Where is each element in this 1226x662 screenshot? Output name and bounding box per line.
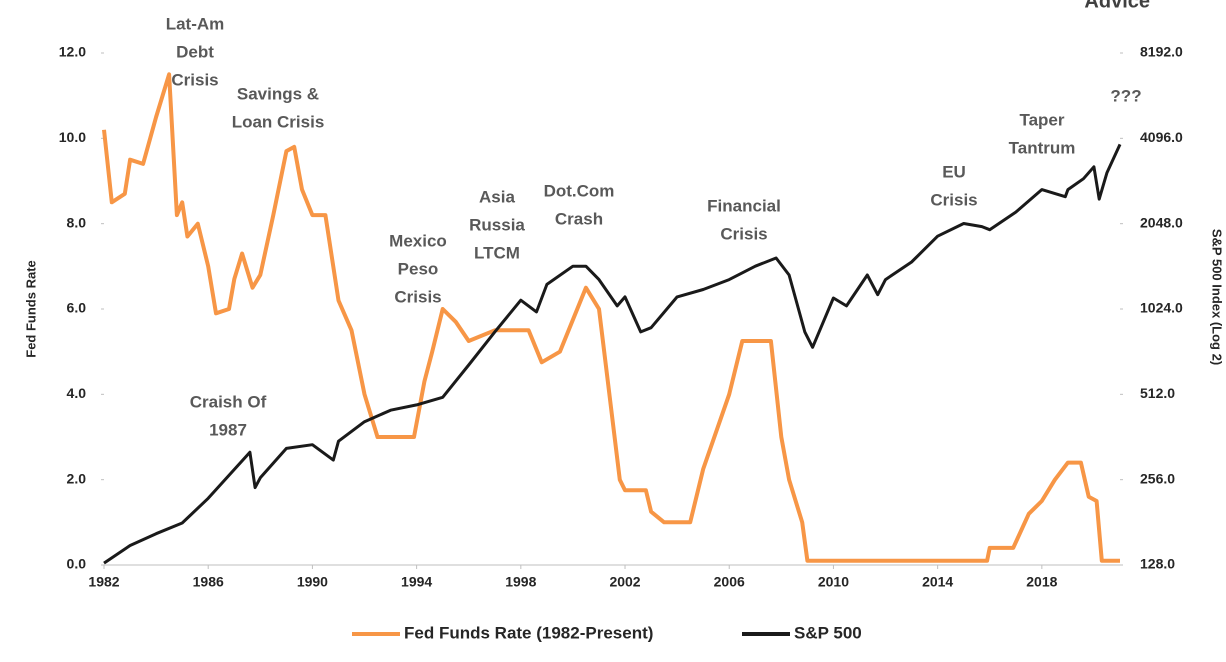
annotation: Crisis <box>720 224 767 243</box>
x-tick-label: 1986 <box>193 574 224 590</box>
annotation: Debt <box>176 42 214 61</box>
annotation: Loan Crisis <box>232 112 325 131</box>
y2-tick-label: 2048.0 <box>1140 214 1183 230</box>
y2-tick-label: 256.0 <box>1140 470 1175 486</box>
annotation: Crisis <box>171 70 218 89</box>
y2-tick-label: 128.0 <box>1140 556 1175 572</box>
annotation: Craish Of <box>190 392 267 411</box>
x-tick-label: 1982 <box>88 574 119 590</box>
x-tick-label: 2018 <box>1026 574 1057 590</box>
annotation: EU <box>942 162 966 181</box>
y-tick-label: 4.0 <box>67 385 87 401</box>
annotation: ??? <box>1110 86 1141 105</box>
annotation: Russia <box>469 215 525 234</box>
y-axis-label: Fed Funds Rate <box>23 260 38 358</box>
x-tick-label: 1990 <box>297 574 328 590</box>
annotation: Tantrum <box>1009 138 1076 157</box>
series-line <box>102 72 1120 563</box>
x-tick-label: 2002 <box>609 574 640 590</box>
y-tick-label: 12.0 <box>59 44 86 60</box>
annotation: Savings & <box>237 84 319 103</box>
annotation: Peso <box>398 259 439 278</box>
annotation: LTCM <box>474 243 520 262</box>
brand: Advice <box>1084 0 1150 12</box>
annotation: Asia <box>479 187 515 206</box>
legend-label: S&P 500 <box>794 623 862 642</box>
annotation: Lat-Am <box>166 14 225 33</box>
y2-tick-label: 512.0 <box>1140 385 1175 401</box>
y-tick-label: 10.0 <box>59 129 86 145</box>
annotation: Crisis <box>930 190 977 209</box>
y2-axis-label: S&P 500 Index (Log 2) <box>1210 229 1225 365</box>
x-tick-label: 1994 <box>401 574 432 590</box>
annotation: 1987 <box>209 420 247 439</box>
annotation: Mexico <box>389 231 447 250</box>
y-tick-label: 0.0 <box>67 556 87 572</box>
y-tick-label: 6.0 <box>67 300 87 316</box>
y-tick-label: 8.0 <box>67 214 87 230</box>
series-line <box>103 143 1122 565</box>
annotation: Crisis <box>394 287 441 306</box>
y-tick-label: 2.0 <box>67 470 87 486</box>
annotation: Dot.Com <box>544 181 615 200</box>
y2-tick-label: 1024.0 <box>1140 300 1183 316</box>
x-tick-label: 1998 <box>505 574 536 590</box>
y2-tick-label: 4096.0 <box>1140 129 1183 145</box>
annotation: Financial <box>707 196 781 215</box>
legend-label: Fed Funds Rate (1982-Present) <box>404 623 653 642</box>
annotation: Crash <box>555 209 603 228</box>
x-tick-label: 2010 <box>818 574 849 590</box>
x-tick-label: 2006 <box>714 574 745 590</box>
y2-tick-label: 8192.0 <box>1140 44 1183 60</box>
x-tick-label: 2014 <box>922 574 953 590</box>
annotation: Taper <box>1019 110 1064 129</box>
